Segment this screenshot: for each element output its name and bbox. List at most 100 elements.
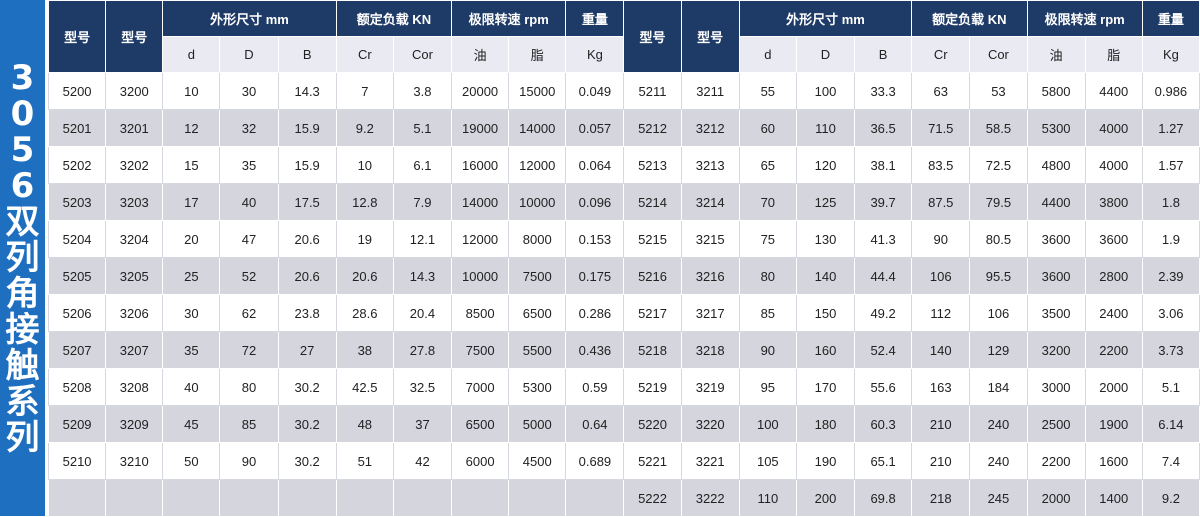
table-cell: 5213 bbox=[623, 146, 682, 184]
table-cell: 95 bbox=[738, 368, 797, 406]
table-row: 5208 3208 40 80 30.2 42.5 32.5 7000 5300 0.59 5219… bbox=[47, 368, 1200, 406]
table-cell: 3201 bbox=[105, 109, 164, 147]
table-cell: 6.1 bbox=[392, 146, 453, 184]
table-cell: 3500 bbox=[1026, 294, 1086, 332]
table-cell: 62 bbox=[219, 294, 279, 332]
table-cell: 5220 bbox=[623, 405, 682, 443]
table-cell: 3200 bbox=[105, 72, 164, 110]
table-cell: 30 bbox=[219, 72, 279, 110]
table-cell: 4400 bbox=[1084, 72, 1143, 110]
table-cell: 5208 bbox=[47, 368, 107, 406]
table-cell: 3200 bbox=[1026, 331, 1086, 369]
table-cell: 3600 bbox=[1026, 257, 1086, 295]
table-cell: 15.9 bbox=[277, 146, 337, 184]
table-cell: 20.6 bbox=[277, 257, 337, 295]
table-cell: 129 bbox=[969, 331, 1028, 369]
series-label-char: 3 bbox=[10, 58, 35, 98]
table-cell: 12000 bbox=[451, 220, 510, 258]
table-cell: 20000 bbox=[451, 72, 510, 110]
table-cell: 15 bbox=[162, 146, 221, 184]
table-cell: 1.57 bbox=[1141, 146, 1200, 184]
weight-header: 重量 bbox=[565, 0, 625, 37]
table-cell: 3221 bbox=[680, 442, 740, 480]
series-label-char: 6 bbox=[10, 166, 35, 206]
table-cell: 80.5 bbox=[969, 220, 1028, 258]
table-cell: 5500 bbox=[508, 331, 567, 369]
table-cell: 3600 bbox=[1026, 220, 1086, 258]
col-grease-header: 脂 bbox=[1084, 36, 1143, 73]
table-cell: 80 bbox=[219, 368, 279, 406]
table-cell: 14.3 bbox=[277, 72, 337, 110]
table-cell: 70 bbox=[738, 183, 797, 221]
table-cell: 5219 bbox=[623, 368, 682, 406]
table-cell: 112 bbox=[911, 294, 971, 332]
table-cell: 245 bbox=[969, 479, 1028, 517]
table-cell: 3202 bbox=[105, 146, 164, 184]
table-cell: 42 bbox=[392, 442, 453, 480]
table-cell: 44.4 bbox=[854, 257, 913, 295]
table-cell: 5218 bbox=[623, 331, 682, 369]
table-cell: 45 bbox=[162, 405, 221, 443]
table-cell: 110 bbox=[795, 109, 856, 147]
table-cell bbox=[162, 479, 221, 517]
table-cell: 20.4 bbox=[392, 294, 453, 332]
table-cell: 3.73 bbox=[1141, 331, 1200, 369]
table-cell: 5201 bbox=[47, 109, 107, 147]
table-cell: 30.2 bbox=[277, 442, 337, 480]
table-cell: 0.436 bbox=[565, 331, 625, 369]
table-cell: 4000 bbox=[1084, 146, 1143, 184]
table-cell: 7 bbox=[335, 72, 394, 110]
col-d-header: d bbox=[162, 36, 221, 73]
model-header: 型号 bbox=[623, 0, 682, 73]
table-cell: 2000 bbox=[1084, 368, 1143, 406]
table-cell: 10 bbox=[335, 146, 394, 184]
table-row: 5200 3200 10 30 14.3 7 3.8 20000 15000 0.049 5211 3… bbox=[47, 72, 1200, 110]
table-cell: 12.8 bbox=[335, 183, 394, 221]
col-cr-header: Cr bbox=[335, 36, 394, 73]
table-cell: 2800 bbox=[1084, 257, 1143, 295]
table-cell: 5215 bbox=[623, 220, 682, 258]
table-cell: 5212 bbox=[623, 109, 682, 147]
dimensions-header: 外形尺寸 mm bbox=[738, 0, 913, 37]
table-cell: 200 bbox=[795, 479, 856, 517]
table-cell: 3209 bbox=[105, 405, 164, 443]
table-cell: 17.5 bbox=[277, 183, 337, 221]
table-cell: 106 bbox=[969, 294, 1028, 332]
table-cell: 5211 bbox=[623, 72, 682, 110]
table-cell: 40 bbox=[219, 183, 279, 221]
table-cell: 2400 bbox=[1084, 294, 1143, 332]
table-cell: 48 bbox=[335, 405, 394, 443]
table-cell: 27 bbox=[277, 331, 337, 369]
table-cell: 90 bbox=[219, 442, 279, 480]
table-cell: 2.39 bbox=[1141, 257, 1200, 295]
table-cell: 20 bbox=[162, 220, 221, 258]
table-cell: 1.9 bbox=[1141, 220, 1200, 258]
table-cell: 40 bbox=[162, 368, 221, 406]
table-cell bbox=[47, 479, 107, 517]
table-cell: 3212 bbox=[680, 109, 740, 147]
table-cell: 184 bbox=[969, 368, 1028, 406]
table-cell bbox=[335, 479, 394, 517]
dimensions-header: 外形尺寸 mm bbox=[162, 0, 337, 37]
table-cell: 4800 bbox=[1026, 146, 1086, 184]
table-cell: 4500 bbox=[508, 442, 567, 480]
table-cell: 0.096 bbox=[565, 183, 625, 221]
table-cell: 36.5 bbox=[854, 109, 913, 147]
table-cell: 8500 bbox=[451, 294, 510, 332]
table-cell: 50 bbox=[162, 442, 221, 480]
table-cell: 3205 bbox=[105, 257, 164, 295]
table-cell: 0.286 bbox=[565, 294, 625, 332]
limit-speed-header: 极限转速 rpm bbox=[1026, 0, 1143, 37]
table-cell: 5210 bbox=[47, 442, 107, 480]
table-cell: 150 bbox=[795, 294, 856, 332]
table-cell: 5207 bbox=[47, 331, 107, 369]
table-cell: 85 bbox=[738, 294, 797, 332]
table-cell: 3219 bbox=[680, 368, 740, 406]
table-cell: 140 bbox=[795, 257, 856, 295]
col-grease-header: 脂 bbox=[508, 36, 567, 73]
table-cell: 53 bbox=[969, 72, 1028, 110]
table-cell: 5000 bbox=[508, 405, 567, 443]
table-cell: 5202 bbox=[47, 146, 107, 184]
table-cell: 87.5 bbox=[911, 183, 971, 221]
table-cell: 2500 bbox=[1026, 405, 1086, 443]
